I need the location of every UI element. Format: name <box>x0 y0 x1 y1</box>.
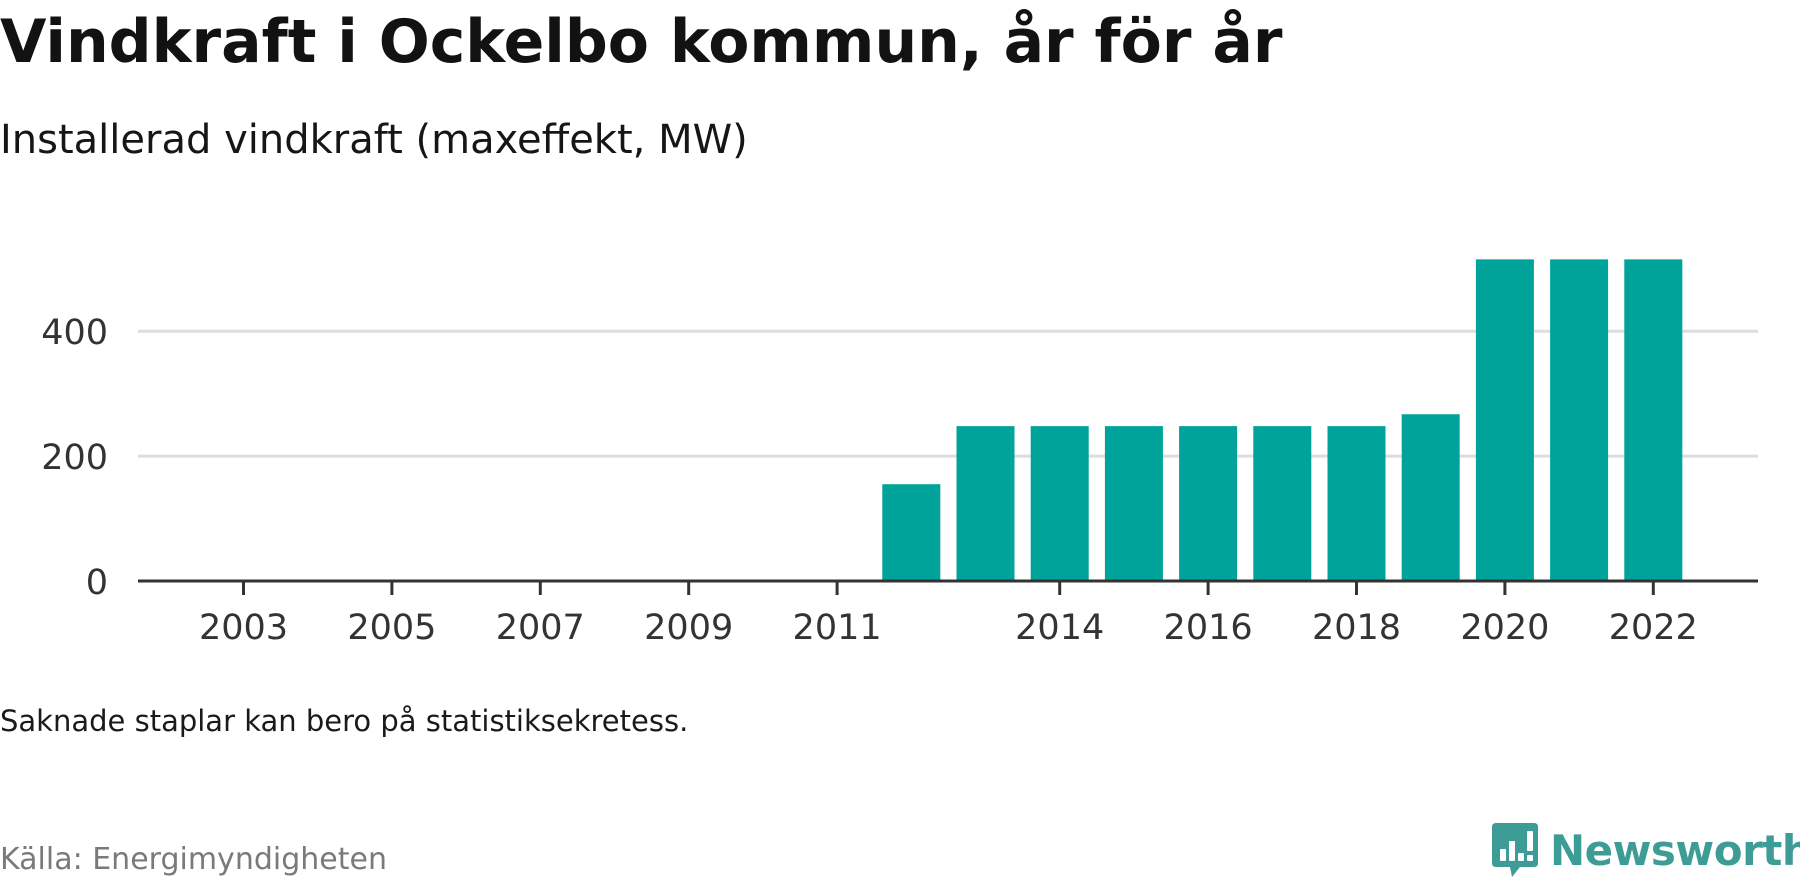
bar-2012[interactable] <box>882 484 941 581</box>
x-tick-label: 2007 <box>496 608 585 648</box>
x-tick-label: 2009 <box>644 608 733 648</box>
x-tick-label: 2014 <box>1015 608 1104 648</box>
source-credit: Källa: Energimyndigheten <box>0 842 387 877</box>
x-tick-label: 2003 <box>199 608 288 648</box>
bar-2020[interactable] <box>1475 259 1534 581</box>
bar-2013[interactable] <box>956 426 1015 581</box>
bar-2022[interactable] <box>1624 259 1683 581</box>
bar-2021[interactable] <box>1550 259 1609 581</box>
newsworthy-logo-icon <box>1492 823 1538 877</box>
y-tick-label: 400 <box>41 313 108 353</box>
y-tick-label: 0 <box>86 563 108 603</box>
bar-2015[interactable] <box>1104 426 1163 581</box>
brand-name: Newsworthy <box>1550 825 1800 875</box>
axes <box>138 579 1758 595</box>
bar-2019[interactable] <box>1401 414 1460 581</box>
bar-2014[interactable] <box>1030 426 1089 581</box>
bars <box>882 259 1683 581</box>
bar-2017[interactable] <box>1253 426 1312 581</box>
x-tick-label: 2011 <box>793 608 882 648</box>
y-tick-label: 200 <box>41 438 108 478</box>
x-tick-label: 2018 <box>1312 608 1401 648</box>
x-tick-label: 2005 <box>347 608 436 648</box>
tick-labels: 0 200 400 2003 2005 2007 2009 2011 2014 2016 2018 2… <box>41 313 1698 648</box>
x-tick-label: 2022 <box>1609 608 1698 648</box>
chart-title: Vindkraft i Ockelbo kommun, år för år <box>0 7 1283 77</box>
x-tick-label: 2020 <box>1460 608 1549 648</box>
bar-2018[interactable] <box>1327 426 1386 581</box>
bar-2016[interactable] <box>1179 426 1238 581</box>
x-tick-label: 2016 <box>1164 608 1253 648</box>
footnote: Saknade staplar kan bero på statistiksek… <box>0 704 689 738</box>
brand-logo[interactable]: Newsworthy <box>1490 820 1800 880</box>
chart-subtitle: Installerad vindkraft (maxeffekt, MW) <box>0 117 748 163</box>
